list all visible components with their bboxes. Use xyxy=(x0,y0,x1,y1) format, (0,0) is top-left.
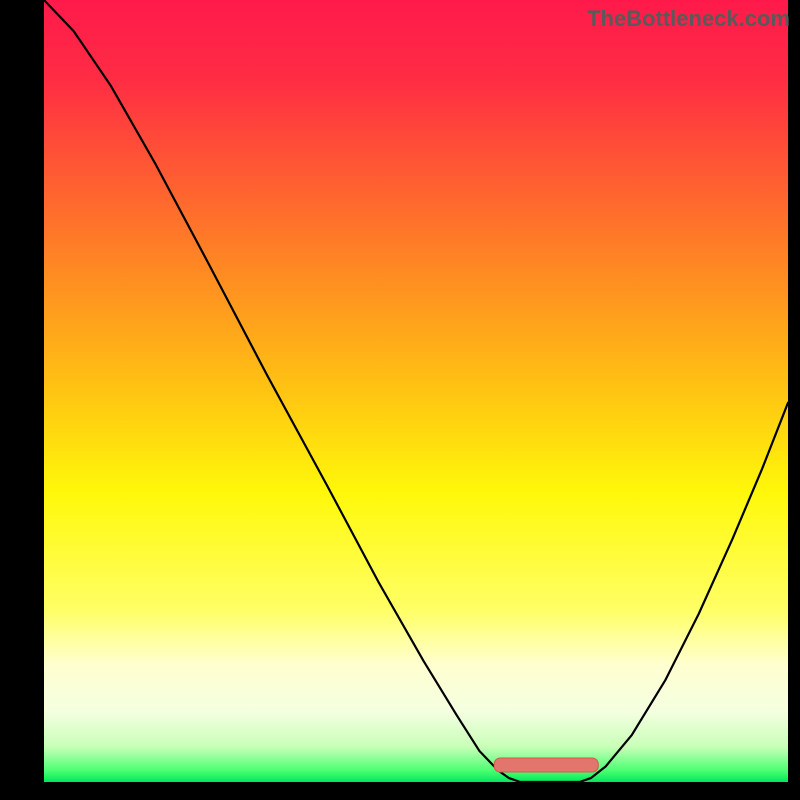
frame-left xyxy=(0,0,44,800)
gradient-background xyxy=(44,0,788,782)
bottleneck-chart: TheBottleneck.com xyxy=(0,0,800,800)
frame-right xyxy=(788,0,800,800)
watermark-text: TheBottleneck.com xyxy=(587,6,790,32)
optimal-range-marker xyxy=(494,758,598,772)
plot-area xyxy=(44,0,788,782)
frame-bottom xyxy=(0,782,800,800)
chart-svg xyxy=(0,0,800,800)
